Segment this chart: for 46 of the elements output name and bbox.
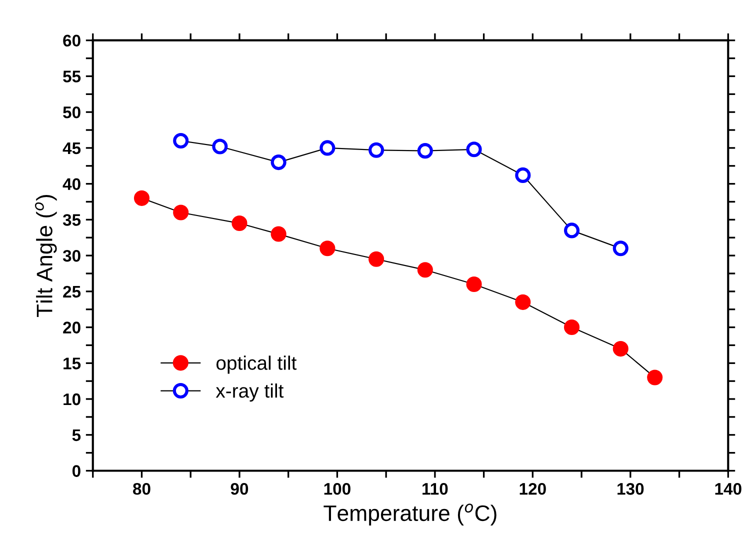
- point: [173, 204, 189, 220]
- y-tick-label: 0: [72, 465, 80, 477]
- point: [368, 251, 384, 267]
- y-tick-label: 55: [63, 70, 81, 82]
- y-tick-label: 15: [64, 358, 81, 370]
- point: [270, 226, 286, 242]
- point: [612, 341, 628, 357]
- legend-label: optical tilt: [216, 356, 297, 374]
- point: [270, 154, 286, 170]
- point: [564, 320, 580, 336]
- x-tick-label: 110: [422, 482, 448, 495]
- y-tick-label: 40: [62, 178, 80, 190]
- point: [232, 215, 248, 232]
- point: [134, 190, 150, 206]
- y-tick-label: 45: [62, 142, 81, 154]
- point: [417, 262, 433, 278]
- point: [417, 143, 433, 159]
- y-axis-title: Tilt Angle ($^{o}$): [34, 194, 57, 318]
- y-tick-label: 60: [63, 34, 80, 47]
- x-tick-label: 120: [520, 482, 546, 495]
- y-tick-label: 50: [63, 106, 80, 118]
- point: [320, 240, 336, 256]
- x-tick-label: 100: [324, 482, 350, 495]
- y-tick-label: 30: [62, 250, 80, 262]
- x-tick-label: 90: [230, 482, 248, 495]
- point: [612, 240, 628, 256]
- x-tick-label: 80: [133, 482, 150, 495]
- point: [212, 138, 228, 154]
- point: [320, 140, 336, 156]
- y-tick-label: 25: [63, 286, 81, 298]
- y-tick-label: 5: [72, 429, 81, 442]
- y-tick-label: 35: [62, 214, 81, 226]
- point: [466, 142, 482, 158]
- point: [515, 167, 531, 183]
- x-axis-title: Temperature ($^{o}$C): [324, 504, 496, 526]
- x-tick-label: 140: [715, 482, 742, 495]
- point: [647, 370, 663, 386]
- x-tick-label: 130: [618, 482, 644, 495]
- legend-label: x-ray tilt: [216, 383, 284, 402]
- point: [564, 222, 580, 238]
- point: [466, 276, 482, 292]
- y-tick-label: 10: [64, 393, 80, 406]
- point: [368, 142, 384, 158]
- y-tick-label: 20: [63, 322, 80, 334]
- point: [173, 132, 189, 149]
- point: [515, 294, 531, 310]
